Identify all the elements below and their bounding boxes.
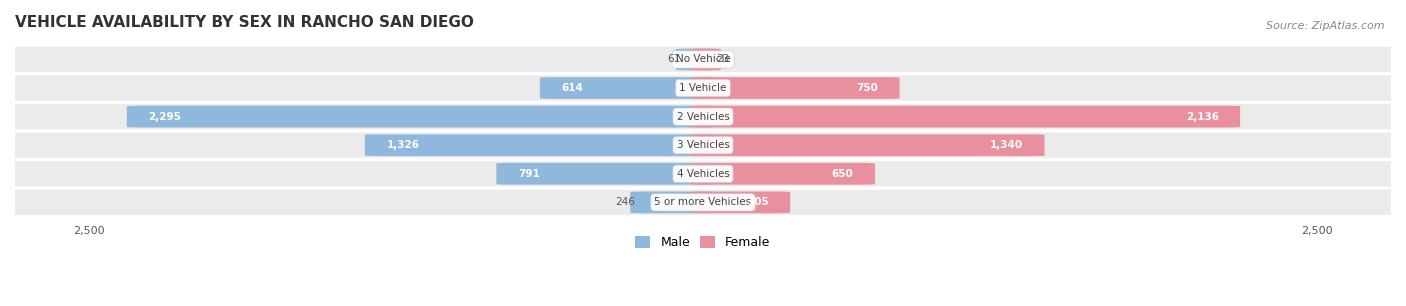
FancyBboxPatch shape [690, 192, 790, 213]
FancyBboxPatch shape [127, 106, 716, 128]
FancyBboxPatch shape [0, 160, 1406, 188]
FancyBboxPatch shape [496, 163, 716, 185]
Text: Source: ZipAtlas.com: Source: ZipAtlas.com [1267, 21, 1385, 32]
Text: 750: 750 [856, 83, 879, 93]
FancyBboxPatch shape [690, 163, 875, 185]
Text: 61: 61 [668, 54, 681, 65]
FancyBboxPatch shape [690, 134, 1045, 156]
FancyBboxPatch shape [690, 77, 900, 99]
FancyBboxPatch shape [0, 132, 1406, 159]
Text: 4 Vehicles: 4 Vehicles [676, 169, 730, 179]
Text: 614: 614 [561, 83, 583, 93]
Text: 791: 791 [517, 169, 540, 179]
Text: 5 or more Vehicles: 5 or more Vehicles [654, 197, 752, 207]
FancyBboxPatch shape [0, 103, 1406, 130]
Text: 2,136: 2,136 [1185, 112, 1219, 121]
FancyBboxPatch shape [676, 49, 716, 70]
FancyBboxPatch shape [0, 46, 1406, 73]
Text: 1,340: 1,340 [990, 140, 1024, 150]
Text: 3 Vehicles: 3 Vehicles [676, 140, 730, 150]
Text: 305: 305 [747, 197, 769, 207]
FancyBboxPatch shape [0, 188, 1406, 216]
Text: 1,326: 1,326 [387, 140, 419, 150]
FancyBboxPatch shape [0, 74, 1406, 102]
Text: VEHICLE AVAILABILITY BY SEX IN RANCHO SAN DIEGO: VEHICLE AVAILABILITY BY SEX IN RANCHO SA… [15, 15, 474, 30]
Text: 2,295: 2,295 [148, 112, 181, 121]
Text: No Vehicle: No Vehicle [675, 54, 731, 65]
FancyBboxPatch shape [540, 77, 716, 99]
Text: 2 Vehicles: 2 Vehicles [676, 112, 730, 121]
Text: 246: 246 [616, 197, 636, 207]
Text: 650: 650 [832, 169, 853, 179]
Legend: Male, Female: Male, Female [630, 231, 776, 254]
FancyBboxPatch shape [690, 106, 1240, 128]
Text: 1 Vehicle: 1 Vehicle [679, 83, 727, 93]
FancyBboxPatch shape [690, 49, 721, 70]
Text: 23: 23 [716, 54, 730, 65]
FancyBboxPatch shape [630, 192, 716, 213]
FancyBboxPatch shape [366, 134, 716, 156]
